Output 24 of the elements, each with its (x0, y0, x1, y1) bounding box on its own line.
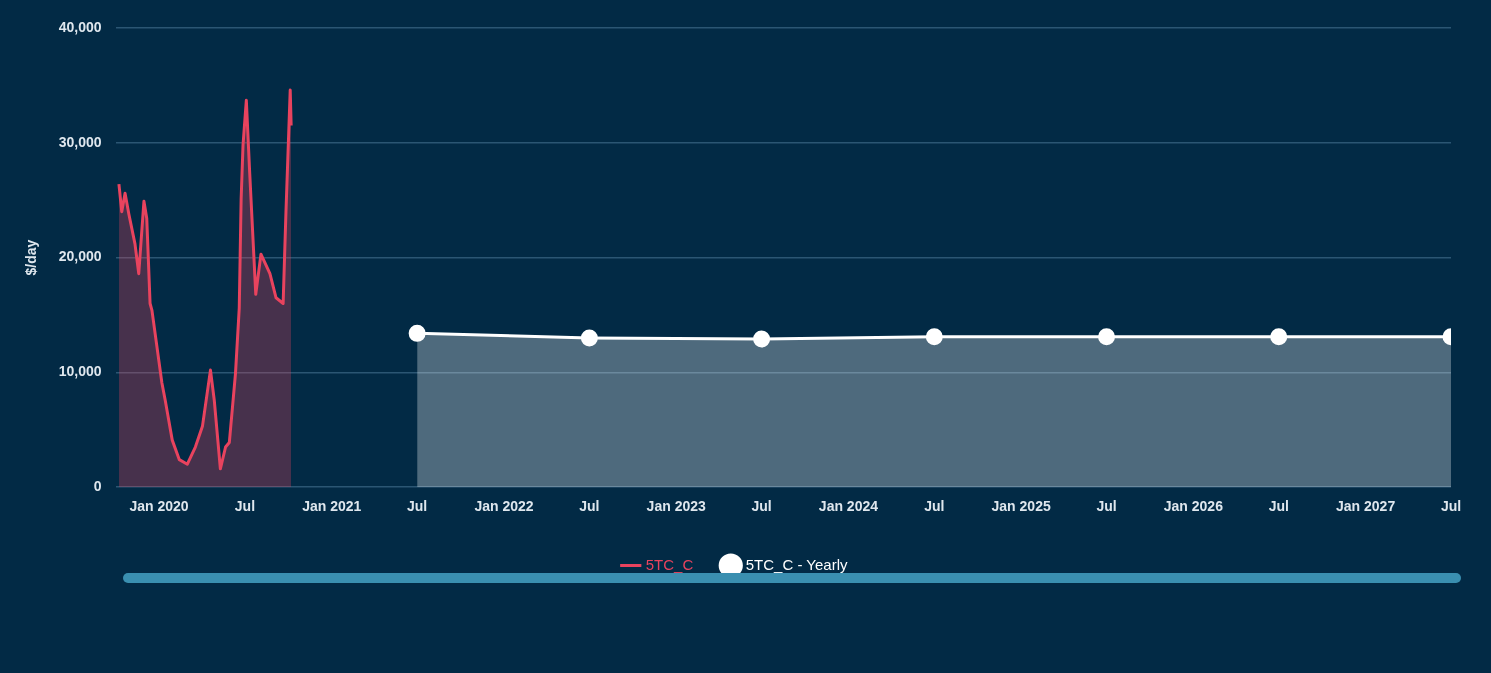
y-tick-label: 30,000 (58, 133, 102, 150)
x-tick-label: Jan 2022 (474, 498, 534, 515)
x-tick-label: Jan 2026 (1163, 498, 1224, 515)
x-tick-label: Jan 2021 (302, 498, 362, 515)
y-axis-title: $/day (23, 239, 40, 276)
x-tick-label: Jul (1440, 498, 1462, 515)
x-tick-label: Jul (1096, 498, 1117, 515)
x-tick-label: Jul (234, 498, 256, 515)
x-tick-label: Jul (751, 498, 772, 515)
x-tick-label: Jul (579, 498, 600, 515)
x-tick-label: Jul (407, 498, 428, 515)
x-tick-label: Jan 2024 (818, 498, 879, 515)
legend-label: 5TC_C (645, 555, 694, 573)
x-tick-label: Jul (1268, 498, 1289, 515)
legend-label: 5TC_C - Yearly (745, 555, 848, 573)
y-tick-label: 0 (93, 478, 102, 495)
x-tick-label: Jan 2025 (991, 498, 1051, 515)
y-tick-label: 40,000 (58, 18, 102, 35)
x-tick-label: Jul (924, 498, 945, 515)
y-tick-label: 10,000 (58, 363, 102, 380)
x-tick-label: Jan 2020 (129, 498, 189, 515)
y-tick-label: 20,000 (58, 248, 102, 265)
x-tick-label: Jan 2023 (646, 498, 706, 515)
x-tick-label: Jan 2027 (1336, 498, 1396, 515)
